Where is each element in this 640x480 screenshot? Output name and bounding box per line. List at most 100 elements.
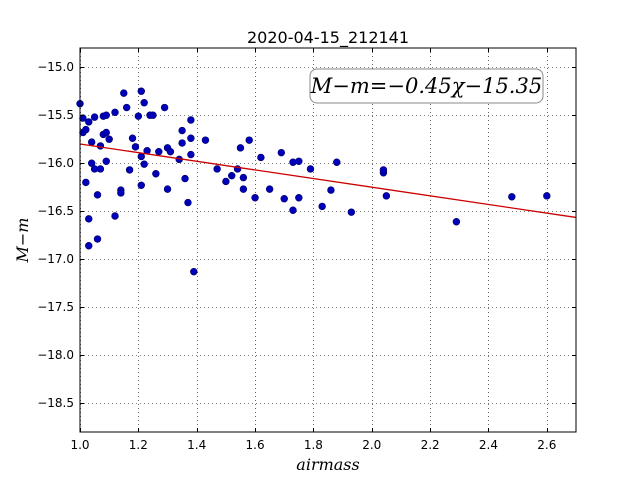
data-point: [160, 103, 169, 112]
y-tick-label: −16.0: [37, 156, 74, 170]
data-point: [117, 189, 125, 197]
y-axis-label: M−m: [13, 218, 32, 264]
data-point: [280, 195, 288, 203]
data-point: [190, 267, 198, 276]
data-point: [111, 212, 119, 220]
plot-frame: [79, 47, 577, 433]
data-point: [137, 152, 145, 161]
data-point: [222, 177, 230, 186]
data-point: [87, 159, 96, 167]
data-point: [239, 185, 248, 193]
data-point: [102, 157, 110, 165]
x-tick-label: 1.8: [304, 438, 323, 452]
data-point: [236, 144, 245, 152]
data-point: [102, 128, 110, 137]
data-point: [295, 194, 303, 202]
data-point: [333, 158, 341, 166]
y-tick-label: −17.0: [37, 252, 74, 266]
y-tick-label: −18.0: [37, 348, 74, 362]
data-point: [85, 118, 93, 126]
y-tick-label: −17.5: [37, 300, 74, 314]
data-point: [181, 174, 189, 183]
y-tick-label: −15.0: [37, 60, 74, 74]
data-point: [306, 165, 315, 173]
data-point: [251, 194, 259, 202]
data-point: [93, 191, 102, 199]
data-point: [111, 108, 119, 117]
plot-area: [76, 87, 577, 276]
data-point: [327, 186, 335, 194]
data-point: [140, 160, 148, 168]
data-point: [239, 173, 248, 182]
grid: [80, 48, 576, 432]
data-point: [187, 116, 195, 124]
x-tick-label: 2.0: [362, 438, 381, 452]
data-point: [125, 166, 134, 174]
y-axis: −15.0 −15.5 −16.0 −16.5 −17.0 −17.5 −18.0 −18.5: [37, 60, 576, 410]
x-tick-label: 2.6: [537, 438, 556, 452]
data-point: [90, 113, 99, 121]
data-point: [131, 143, 140, 151]
data-point: [508, 193, 516, 201]
x-tick-label: 1.4: [187, 438, 206, 452]
y-tick-label: −16.5: [37, 204, 74, 218]
data-point: [265, 185, 274, 193]
data-point: [347, 208, 356, 216]
data-point: [318, 202, 326, 211]
x-axis: 1.0 1.2 1.4 1.6 1.8 2.0 2.2 2.4 2.6: [70, 48, 556, 452]
data-point: [289, 206, 297, 214]
data-point: [152, 170, 160, 178]
data-point: [184, 198, 192, 207]
data-point: [187, 150, 195, 159]
data-point: [87, 138, 96, 146]
data-point: [93, 235, 102, 243]
data-point: [82, 178, 90, 187]
fit-equation-frame: [309, 68, 544, 104]
x-tick-label: 1.0: [70, 438, 89, 452]
fit-line: [79, 143, 577, 219]
data-point: [178, 139, 186, 147]
x-axis-label: airmass: [296, 455, 359, 474]
data-point: [245, 136, 253, 144]
data-point: [166, 147, 175, 156]
data-point: [149, 111, 157, 119]
fit-equation-text: M−m=−0.45χ−15.35: [310, 74, 542, 98]
data-point: [122, 103, 131, 112]
data-point: [257, 153, 265, 162]
data-point: [277, 148, 286, 157]
y-tick-label: −18.5: [37, 396, 74, 410]
x-tick-label: 1.6: [246, 438, 265, 452]
data-point: [201, 136, 210, 144]
data-point: [85, 242, 93, 250]
data-point: [543, 192, 551, 200]
x-tick-label: 2.4: [479, 438, 498, 452]
data-point: [102, 111, 110, 119]
data-point: [140, 99, 148, 107]
data-point: [382, 192, 391, 200]
data-point: [85, 215, 93, 223]
data-point: [96, 142, 105, 150]
y-tick-label: −15.5: [37, 108, 74, 122]
data-point: [187, 134, 195, 142]
data-point: [137, 181, 145, 189]
data-point: [163, 185, 172, 193]
data-point: [213, 165, 221, 173]
data-point: [134, 112, 143, 120]
data-point: [228, 171, 236, 180]
data-point: [137, 87, 145, 95]
data-point: [452, 218, 461, 226]
data-point: [295, 157, 303, 165]
data-point: [128, 134, 137, 142]
data-point: [178, 126, 186, 135]
fit-equation-box: M−m=−0.45χ−15.35: [309, 68, 544, 104]
data-point: [120, 89, 128, 97]
data-point: [96, 165, 105, 173]
data-point: [379, 166, 388, 174]
x-tick-label: 2.2: [421, 438, 440, 452]
data-point: [82, 125, 90, 134]
x-tick-label: 1.2: [129, 438, 148, 452]
data-point: [155, 147, 163, 156]
chart-title: 2020-04-15_212141: [247, 28, 409, 48]
data-point: [105, 135, 113, 143]
